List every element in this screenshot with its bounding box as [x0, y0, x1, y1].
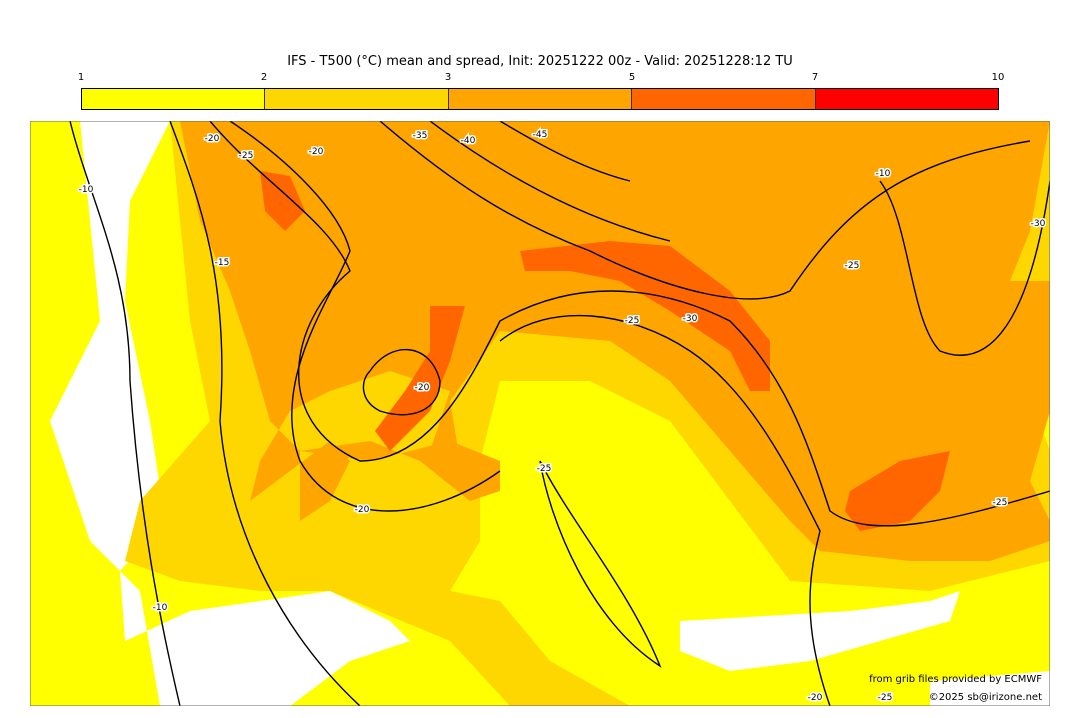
chart-title: IFS - T500 (°C) mean and spread, Init: 2… [287, 54, 793, 69]
contour-label: -25 [845, 261, 860, 271]
spread-5-7-area [260, 171, 305, 231]
colorbar-tick: 3 [444, 72, 452, 83]
spread-5-7-area [520, 241, 770, 391]
colorbar-segment [82, 89, 266, 109]
contour-label: -25 [993, 498, 1008, 508]
colorbar-segment [265, 89, 449, 109]
contour-label: -30 [1031, 219, 1046, 229]
contour-label: -15 [215, 258, 230, 268]
contour-label: -25 [878, 693, 893, 703]
data-source-credit: from grib files provided by ECMWF [869, 674, 1042, 685]
contour-label: -20 [808, 693, 823, 703]
low-spread-area [50, 121, 410, 706]
contour-label: -20 [415, 383, 430, 393]
contour-label: -45 [533, 130, 548, 140]
contour-label: -25 [537, 464, 552, 474]
low-spread-area [680, 591, 960, 671]
colorbar-tick: 1 [77, 72, 85, 83]
colorbar-tick: 2 [260, 72, 268, 83]
weather-map: -10 -20 -25 -20 -35 -40 -45 -10 -30 -15 -25 -25 -30 -… [30, 121, 1050, 706]
contour-label: -10 [876, 169, 891, 179]
copyright-credit: ©2025 sb@irizone.net [929, 692, 1042, 703]
colorbar-segment [448, 89, 633, 109]
colorbar-tick: 10 [991, 72, 1005, 83]
spread-5-7-area [845, 451, 950, 531]
contour-label: -25 [239, 151, 254, 161]
colorbar [81, 88, 999, 110]
contour-label: -20 [309, 147, 324, 157]
contour-label: -10 [153, 603, 168, 613]
contour-label: -20 [355, 505, 370, 515]
contour-label: -40 [461, 136, 476, 146]
low-spread-area [930, 671, 1050, 706]
colorbar-segment [632, 89, 816, 109]
contour-lines [69, 121, 1050, 706]
contour-label: -25 [625, 316, 640, 326]
colorbar-tick: 5 [628, 72, 636, 83]
contour-label: -10 [79, 185, 94, 195]
contour-label: -20 [205, 134, 220, 144]
spread-3-5-area [180, 121, 1050, 561]
colorbar-tick: 7 [811, 72, 819, 83]
contour-label: -30 [683, 314, 698, 324]
colorbar-segment [815, 89, 999, 109]
contour-label: -35 [413, 131, 428, 141]
